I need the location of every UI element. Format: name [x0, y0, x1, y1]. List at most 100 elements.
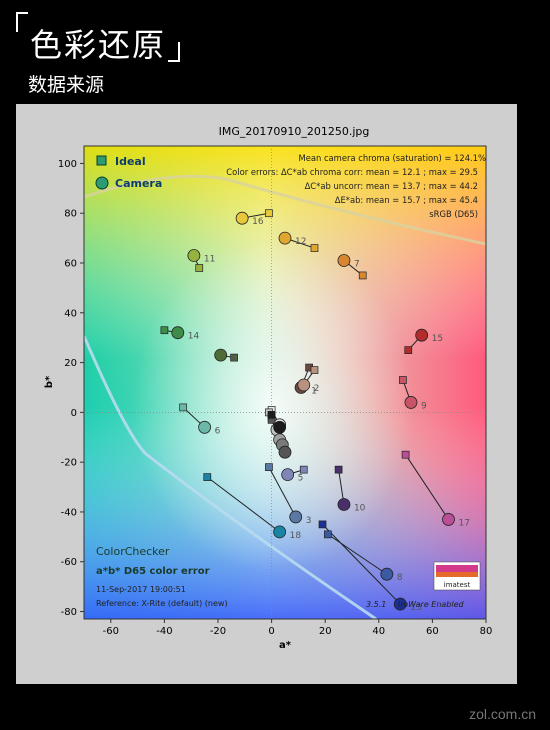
x-tick-label: 60 — [426, 626, 439, 637]
software-label: ImWare Enabled — [398, 600, 465, 609]
patch-label-12: 12 — [295, 237, 306, 247]
ideal-point-18 — [203, 473, 212, 481]
camera-point-17 — [442, 513, 455, 526]
ideal-point-13 — [318, 520, 327, 529]
patch-label-6: 6 — [215, 426, 221, 436]
info-date: 11-Sep-2017 19:00:51 — [96, 585, 186, 594]
imatest-logo-text: imatest — [444, 581, 471, 589]
camera-point-10 — [337, 498, 351, 511]
y-tick-label: -20 — [61, 458, 77, 469]
camera-point-16 — [235, 211, 249, 225]
y-tick-label: 0 — [71, 408, 77, 419]
ideal-point-6 — [179, 403, 188, 412]
patch-label-16: 16 — [252, 217, 264, 227]
ideal-point-10 — [334, 465, 343, 474]
camera-point-5 — [281, 468, 295, 482]
camera-point-8 — [380, 567, 394, 581]
ideal-point-7 — [358, 271, 367, 280]
ab-color-error-chart: -60 -40 -20 0 20 40 60 80 -80 -60 -40 -20 0 20 40 60 80 1… — [44, 125, 493, 651]
ideal-point-14 — [160, 326, 169, 335]
patch-label-3: 3 — [306, 516, 312, 526]
camera-point-18 — [273, 525, 287, 539]
info-reference: Reference: X-Rite (default) (new) — [96, 599, 228, 608]
camera-point-24 — [273, 420, 287, 434]
error-line-18 — [206, 476, 280, 533]
watermark: zol.com.cn — [469, 706, 536, 722]
ideal-point-17 — [401, 450, 410, 459]
ideal-point-4 — [230, 353, 238, 362]
x-tick-label: -40 — [156, 626, 172, 637]
x-tick-label: 80 — [480, 626, 493, 637]
y-tick-label: -60 — [61, 557, 77, 568]
ideal-point-11 — [195, 264, 204, 272]
patch-label-1: 1 — [311, 386, 317, 396]
error-line-13 — [322, 524, 401, 605]
chart-title: IMG_20170910_201250.jpg — [219, 125, 370, 138]
y-tick-label: -40 — [61, 507, 77, 518]
info-chart-name: ColorChecker — [96, 545, 170, 558]
y-tick-label: 40 — [64, 308, 77, 319]
legend-camera-marker — [95, 176, 109, 190]
patch-label-14: 14 — [188, 332, 200, 342]
stat-chroma-corr: Color errors: ΔC*ab chroma corr: mean = … — [226, 167, 478, 177]
camera-point-23 — [278, 445, 292, 459]
ideal-point-2 — [310, 366, 319, 374]
x-tick-label: -60 — [103, 626, 119, 637]
legend-ideal-label: Ideal — [115, 155, 146, 168]
stat-mean-chroma: Mean camera chroma (saturation) = 124.1% — [298, 153, 486, 163]
legend-camera-label: Camera — [115, 177, 162, 190]
error-line-17 — [405, 454, 449, 520]
error-line-8 — [327, 533, 388, 575]
ideal-point-5 — [299, 465, 308, 474]
y-tick-label: -80 — [61, 607, 77, 618]
camera-point-9 — [404, 396, 418, 409]
ideal-point-16 — [265, 209, 273, 218]
page-title: 色彩还原 — [30, 26, 167, 64]
patch-label-9: 9 — [421, 401, 427, 411]
patch-label-18: 18 — [290, 531, 302, 541]
x-tick-label: -20 — [210, 626, 226, 637]
ideal-point-9 — [399, 376, 407, 384]
stat-chroma-uncorr: ΔC*ab uncorr: mean = 13.7 ; max = 44.2 — [305, 181, 478, 191]
version-label: 3.5.1 — [366, 600, 386, 609]
ideal-point-24 — [267, 411, 276, 419]
stat-delta-e: ΔE*ab: mean = 15.7 ; max = 45.4 — [335, 195, 478, 205]
camera-point-12 — [278, 231, 292, 245]
x-tick-label: 0 — [268, 626, 274, 637]
imatest-logo: imatest — [433, 561, 481, 591]
y-tick-label: 100 — [58, 159, 77, 170]
camera-point-4 — [214, 348, 228, 362]
stat-color-space: sRGB (D65) — [429, 209, 478, 219]
x-tick-label: 40 — [372, 626, 385, 637]
camera-point-14 — [171, 326, 185, 340]
title-bracket-left — [16, 12, 28, 32]
x-tick-label: 20 — [319, 626, 332, 637]
y-tick-label: 20 — [64, 358, 77, 369]
patch-label-4: 4 — [231, 354, 237, 364]
ideal-point-3 — [265, 463, 273, 471]
patch-label-11: 11 — [204, 255, 215, 265]
camera-point-2 — [297, 378, 311, 392]
patch-label-15: 15 — [432, 334, 443, 344]
y-axis-label: b* — [44, 375, 55, 388]
patch-label-5: 5 — [298, 474, 304, 484]
camera-point-13 — [393, 597, 407, 611]
patch-label-7: 7 — [354, 260, 360, 270]
patch-label-2: 2 — [314, 384, 320, 394]
ideal-point-12 — [310, 244, 319, 252]
patch-label-10: 10 — [354, 503, 366, 513]
camera-point-15 — [415, 328, 429, 342]
chart-panel: -60 -40 -20 0 20 40 60 80 -80 -60 -40 -20 0 20 40 60 80 1… — [16, 104, 517, 684]
legend-ideal-marker — [96, 155, 107, 166]
error-line-3 — [268, 466, 297, 518]
ideal-point-15 — [404, 346, 413, 354]
page-subtitle: 数据来源 — [28, 74, 105, 96]
camera-point-3 — [289, 510, 303, 524]
title-bracket-right — [168, 42, 180, 62]
y-tick-label: 60 — [64, 259, 77, 270]
patch-label-8: 8 — [397, 573, 403, 583]
camera-point-11 — [187, 249, 201, 262]
ideal-point-8 — [324, 530, 332, 539]
camera-point-6 — [198, 420, 212, 434]
y-tick-label: 80 — [64, 209, 77, 220]
